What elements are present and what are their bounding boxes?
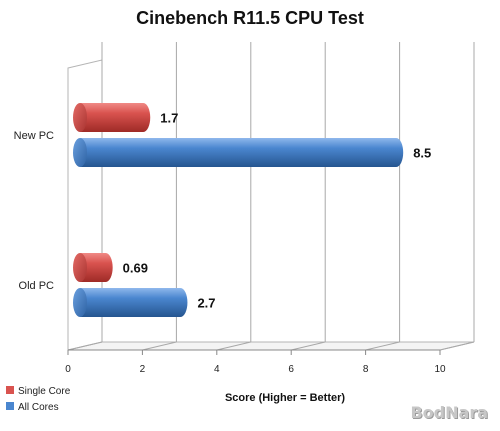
x-axis-title: Score (Higher = Better)	[225, 392, 345, 404]
watermark-logo: BodNara	[410, 403, 488, 422]
floor-gridline-5	[439, 341, 475, 351]
data-label-1-1: 2.7	[197, 296, 215, 311]
bar-cap-0-1	[73, 138, 87, 167]
floor-gridline-4	[365, 341, 400, 351]
chart-floor	[67, 341, 475, 351]
x-tick-label-4: 8	[363, 364, 369, 375]
legend-label-0: Single Core	[18, 386, 71, 397]
x-tick-label-3: 6	[288, 364, 294, 375]
data-label-1-0: 0.69	[123, 261, 148, 276]
floor-gridline-1	[142, 341, 177, 351]
legend-label-1: All Cores	[18, 402, 59, 413]
bar-1-1	[80, 288, 188, 317]
bar-cap-0-0	[73, 103, 87, 132]
floor-gridline-2	[216, 341, 251, 351]
chart-title: Cinebench R11.5 CPU Test	[136, 8, 364, 28]
category-label-0: New PC	[14, 130, 54, 142]
bar-0-0	[80, 103, 151, 132]
bar-1-0	[80, 253, 113, 282]
x-tick-label-5: 10	[434, 364, 446, 375]
floor-gridline-3	[291, 341, 326, 351]
legend-swatch-1	[6, 402, 14, 410]
x-tick-label-1: 2	[140, 364, 146, 375]
bar-0-1	[80, 138, 404, 167]
bar-cap-1-1	[73, 288, 87, 317]
bar-cap-1-0	[73, 253, 87, 282]
legend-swatch-0	[6, 386, 14, 394]
data-label-0-0: 1.7	[160, 111, 178, 126]
floor-gridline-0	[67, 341, 103, 351]
data-label-0-1: 8.5	[413, 146, 431, 161]
x-tick-label-0: 0	[65, 364, 71, 375]
x-tick-label-2: 4	[214, 364, 220, 375]
category-label-1: Old PC	[19, 280, 55, 292]
